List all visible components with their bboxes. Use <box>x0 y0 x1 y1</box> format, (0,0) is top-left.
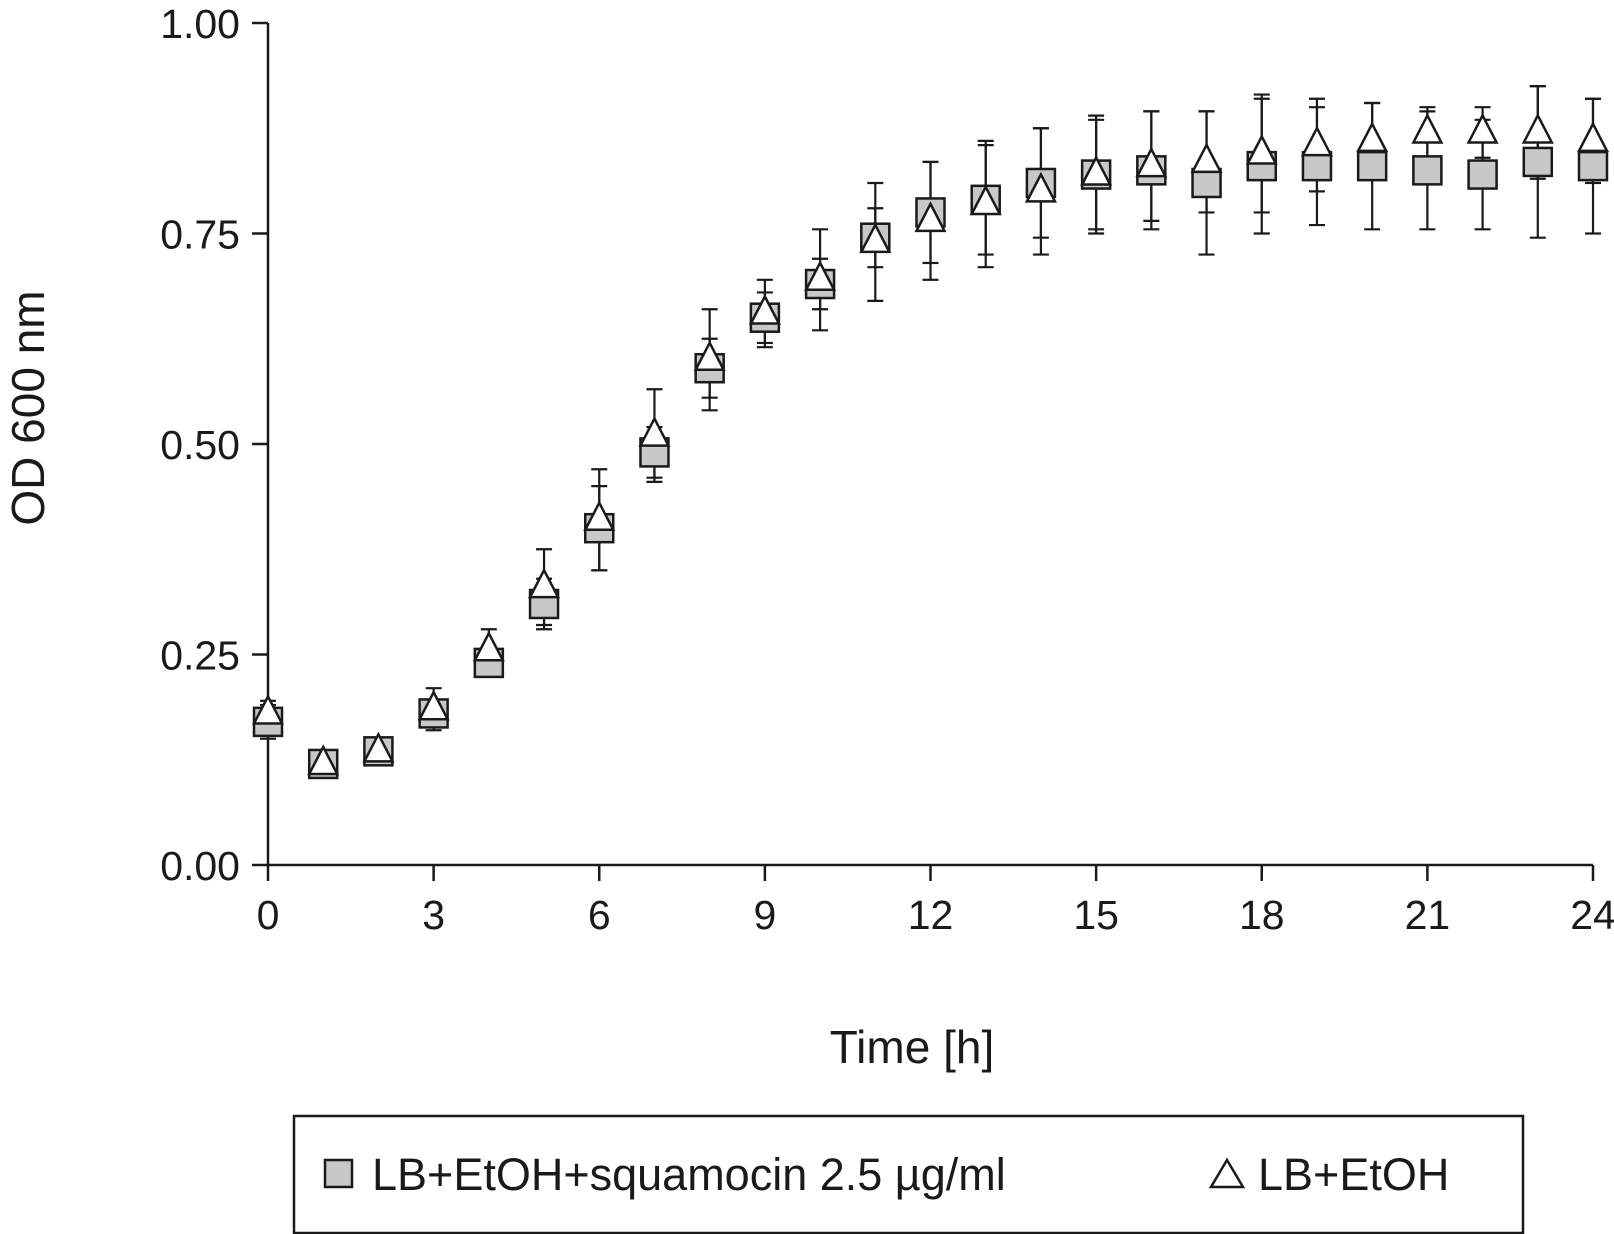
triangle-marker <box>417 689 450 721</box>
triangle-marker <box>307 744 340 776</box>
square-marker <box>1356 150 1388 182</box>
square-marker <box>1301 150 1333 182</box>
y-tick-label: 0.50 <box>160 422 240 468</box>
square-marker <box>1522 146 1554 178</box>
legend-label-etoh: LB+EtOH <box>1258 1149 1449 1200</box>
x-tick-label: 9 <box>753 892 776 938</box>
triangle-marker <box>472 630 505 662</box>
triangle-marker <box>251 693 285 725</box>
legend-square-icon <box>323 1158 354 1189</box>
triangle-marker <box>1024 171 1057 203</box>
y-tick-label: 0.75 <box>160 212 240 258</box>
y-tick-label: 0.00 <box>160 843 240 889</box>
triangle-marker <box>1135 146 1168 178</box>
triangle-marker <box>748 293 781 325</box>
x-tick-label: 24 <box>1570 892 1614 938</box>
triangle-marker <box>362 731 395 763</box>
square-marker <box>1467 159 1498 190</box>
square-marker <box>1577 150 1609 182</box>
axes: 0 3 6 9 12 15 18 21 24 0.00 0.25 0.50 0.75 1.00 <box>160 1 1614 938</box>
y-tick-label: 1.00 <box>160 1 240 47</box>
triangle-marker <box>1521 112 1554 144</box>
legend: LB+EtOH+squamocin 2.5 µg/ml LB+EtOH <box>292 1114 1525 1234</box>
triangle-marker <box>1411 112 1444 144</box>
x-tick-label: 18 <box>1239 892 1285 938</box>
x-tick-label: 6 <box>588 892 611 938</box>
x-tick-label: 21 <box>1405 892 1451 938</box>
x-tick-label: 15 <box>1073 892 1119 938</box>
error-bars <box>260 85 1601 740</box>
triangle-marker <box>583 500 616 532</box>
legend-triangle-icon <box>1208 1157 1246 1189</box>
triangle-marker <box>1080 154 1113 186</box>
triangle-marker <box>638 415 671 447</box>
triangle-marker <box>914 201 947 233</box>
x-tick-label: 0 <box>257 892 280 938</box>
triangle-marker <box>1190 142 1223 174</box>
triangle-marker <box>804 260 837 292</box>
triangle-marker <box>527 567 561 599</box>
y-axis-title: OD 600 nm <box>2 290 54 525</box>
triangle-marker <box>859 222 892 254</box>
triangle-marker <box>1356 121 1389 153</box>
legend-box <box>292 1114 1525 1234</box>
legend-label-squamocin: LB+EtOH+squamocin 2.5 µg/ml <box>372 1149 1006 1200</box>
x-tick-label: 12 <box>908 892 954 938</box>
triangle-marker <box>1576 121 1610 153</box>
triangle-marker <box>693 340 726 372</box>
triangle-marker <box>969 184 1002 216</box>
triangle-marker <box>1466 112 1499 144</box>
x-axis-title: Time [h] <box>830 1021 994 1073</box>
data-markers <box>251 112 1610 780</box>
y-tick-label: 0.25 <box>160 633 240 679</box>
square-marker <box>1412 155 1443 186</box>
triangle-marker <box>1245 133 1278 165</box>
x-tick-label: 3 <box>422 892 445 938</box>
triangle-marker <box>1300 125 1334 157</box>
